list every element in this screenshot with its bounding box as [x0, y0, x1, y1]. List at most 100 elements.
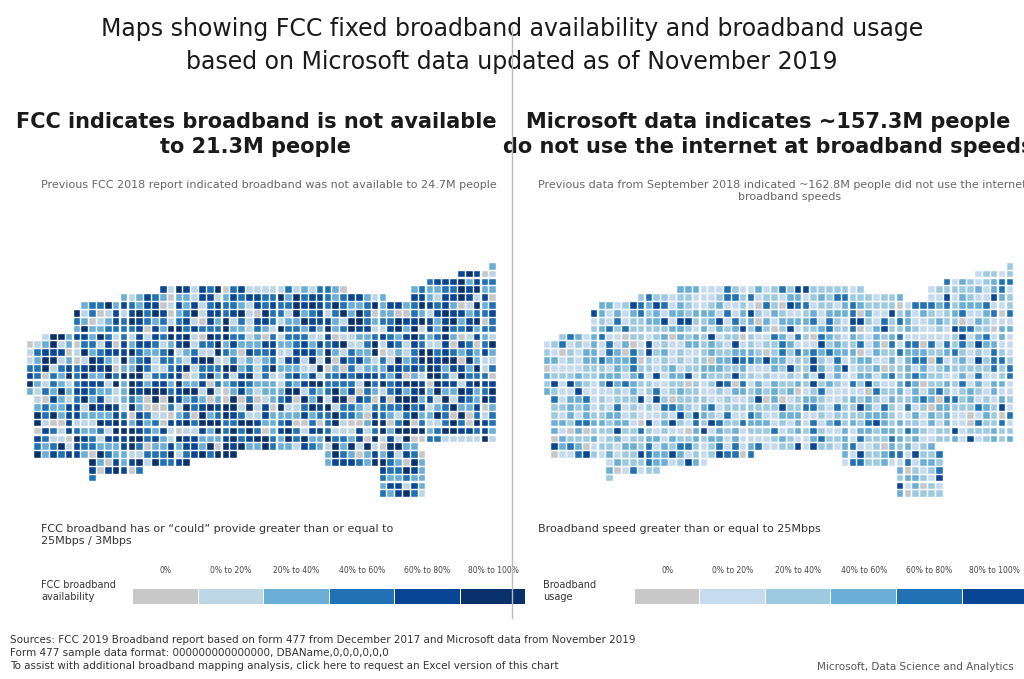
Bar	[1007, 263, 1013, 270]
Bar	[387, 342, 394, 348]
Bar	[834, 349, 841, 356]
Bar	[724, 333, 731, 340]
Bar	[936, 365, 942, 371]
Bar	[591, 318, 597, 325]
Bar	[653, 595, 660, 600]
Bar	[246, 388, 253, 395]
Bar	[951, 381, 958, 387]
Bar	[489, 357, 496, 364]
Bar	[786, 318, 794, 325]
Bar	[395, 443, 401, 450]
Bar	[638, 420, 644, 426]
Bar	[732, 365, 738, 371]
Bar	[89, 333, 96, 340]
Bar	[645, 310, 652, 316]
Bar	[857, 365, 864, 371]
Bar	[638, 428, 644, 435]
Bar	[552, 373, 558, 380]
Bar	[427, 349, 433, 356]
Bar	[614, 357, 621, 364]
Bar	[795, 318, 802, 325]
Bar	[128, 397, 135, 403]
Bar	[638, 302, 644, 309]
Bar	[411, 428, 418, 435]
Bar	[42, 428, 49, 435]
Bar	[685, 310, 691, 316]
Bar	[239, 310, 245, 316]
Bar	[599, 452, 605, 458]
Bar	[544, 373, 550, 380]
Bar	[818, 388, 825, 395]
Bar	[175, 388, 182, 395]
Bar	[348, 381, 355, 387]
Bar	[662, 357, 668, 364]
Bar	[553, 591, 561, 599]
Bar	[889, 294, 896, 301]
Bar	[427, 373, 433, 380]
Bar	[474, 302, 480, 309]
Bar	[380, 397, 386, 403]
Bar	[583, 357, 590, 364]
Bar	[333, 294, 339, 301]
Bar	[552, 435, 558, 442]
Bar	[685, 420, 691, 426]
Bar	[395, 475, 401, 481]
Bar	[113, 357, 120, 364]
Bar	[340, 404, 347, 411]
Bar	[662, 318, 668, 325]
Bar	[105, 318, 112, 325]
Bar	[575, 452, 582, 458]
Bar	[921, 318, 927, 325]
Bar	[160, 294, 167, 301]
Bar	[262, 302, 268, 309]
Bar	[685, 412, 691, 419]
Bar	[583, 365, 590, 371]
Bar	[458, 420, 465, 426]
Bar	[739, 404, 746, 411]
Bar	[552, 443, 558, 450]
Bar	[850, 412, 856, 419]
Bar	[340, 381, 347, 387]
Bar	[105, 397, 112, 403]
Bar	[301, 310, 308, 316]
Bar	[614, 420, 621, 426]
Bar	[144, 404, 151, 411]
Bar	[716, 381, 723, 387]
Bar	[113, 333, 120, 340]
Bar	[82, 302, 88, 309]
Bar	[215, 452, 221, 458]
Bar	[395, 388, 401, 395]
Bar	[364, 294, 371, 301]
Bar	[364, 373, 371, 380]
Bar	[325, 349, 332, 356]
Bar	[316, 404, 324, 411]
Bar	[434, 278, 441, 285]
Bar	[348, 397, 355, 403]
Bar	[599, 357, 605, 364]
Bar	[786, 310, 794, 316]
Bar	[89, 443, 96, 450]
Bar	[105, 452, 112, 458]
Bar	[105, 388, 112, 395]
Bar	[356, 420, 362, 426]
Bar	[583, 412, 590, 419]
Bar	[709, 326, 715, 332]
Bar	[606, 310, 613, 316]
Bar	[1007, 326, 1013, 332]
Bar	[810, 435, 817, 442]
Bar	[403, 310, 410, 316]
Bar	[904, 420, 911, 426]
Bar	[82, 412, 88, 419]
Bar	[674, 595, 681, 600]
Bar	[834, 342, 841, 348]
Bar	[58, 428, 65, 435]
Bar	[434, 404, 441, 411]
Bar	[826, 326, 833, 332]
Bar	[739, 443, 746, 450]
Bar	[278, 381, 285, 387]
Bar	[653, 333, 660, 340]
Bar	[466, 381, 472, 387]
Bar	[97, 420, 103, 426]
Bar	[45, 600, 52, 608]
Bar	[716, 428, 723, 435]
